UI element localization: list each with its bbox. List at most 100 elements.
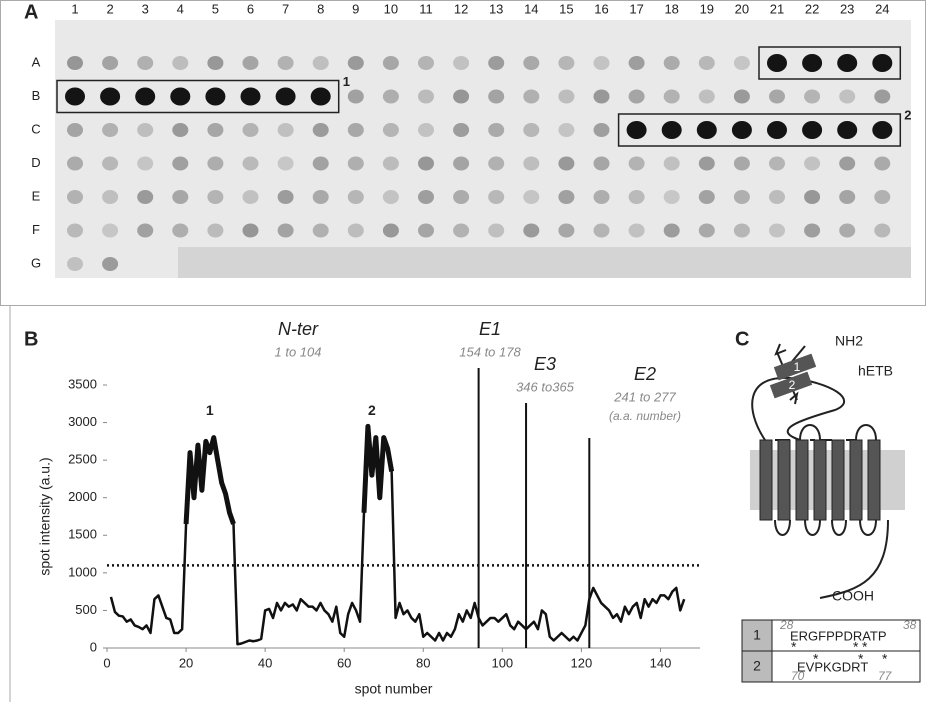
blot-spot	[488, 157, 504, 171]
blot-spot	[67, 190, 83, 204]
region-name: E2	[634, 364, 656, 384]
row-label: C	[31, 121, 40, 136]
blot-spot	[313, 190, 329, 204]
blot-spot	[418, 56, 434, 70]
cooh-label: COOH	[832, 588, 874, 604]
region-range: 1 to 104	[275, 344, 322, 359]
blot-spot	[170, 88, 190, 106]
blot-spot	[383, 157, 399, 171]
blot-spot	[243, 224, 259, 238]
start-residue: 70	[791, 669, 805, 683]
blot-spot	[734, 90, 750, 104]
blot-spot	[313, 123, 329, 137]
column-label: 24	[875, 1, 889, 16]
y-tick-label: 2000	[68, 489, 97, 504]
blot-spot	[874, 190, 890, 204]
column-label: 18	[664, 1, 678, 16]
blot-spot	[137, 157, 153, 171]
blot-spot	[67, 123, 83, 137]
blot-spot	[67, 224, 83, 238]
blot-spot	[383, 56, 399, 70]
blot-spot	[629, 224, 645, 238]
column-label: 15	[559, 1, 573, 16]
blot-spot	[172, 224, 188, 238]
blot-spot	[837, 54, 857, 72]
blot-spot	[769, 190, 785, 204]
blot-spot	[278, 56, 294, 70]
blot-spot	[383, 123, 399, 137]
blot-spot	[664, 190, 680, 204]
blot-spot	[488, 190, 504, 204]
blot-spot	[172, 56, 188, 70]
panel-label: C	[735, 328, 749, 350]
figure: A B C 1234567891011121314151617181920212…	[0, 0, 927, 702]
row-label: D	[31, 155, 40, 170]
blot-spot	[102, 190, 118, 204]
end-residue: 38	[903, 618, 917, 632]
row-label: G	[31, 255, 41, 270]
x-tick-label: 120	[571, 655, 593, 670]
column-label: 21	[770, 1, 784, 16]
blot-spot	[348, 157, 364, 171]
blot-spot	[769, 90, 785, 104]
panel-label: A	[24, 1, 38, 23]
peak-label: 1	[206, 402, 214, 418]
blot-spot	[664, 157, 680, 171]
blot-spot	[172, 190, 188, 204]
blot-spot	[383, 224, 399, 238]
blot-spot	[418, 224, 434, 238]
blot-spot	[874, 157, 890, 171]
blot-spot	[207, 123, 223, 137]
start-residue: 28	[779, 618, 794, 632]
blot-spot	[558, 123, 574, 137]
blot-spot	[418, 90, 434, 104]
column-label: 9	[352, 1, 359, 16]
segment-label: 1	[794, 360, 801, 374]
region-range: 346 to365	[516, 379, 575, 394]
x-tick-label: 60	[337, 655, 351, 670]
blot-spot	[241, 88, 261, 106]
blot-spot	[734, 157, 750, 171]
blot-spot	[523, 190, 539, 204]
row-label: E	[32, 188, 41, 203]
column-label: 7	[282, 1, 289, 16]
peak-label: 2	[368, 402, 376, 418]
y-tick-label: 3000	[68, 414, 97, 429]
column-label: 20	[735, 1, 749, 16]
blot-spot	[872, 121, 892, 139]
blot-spot	[839, 90, 855, 104]
blot-spot	[523, 157, 539, 171]
column-label: 8	[317, 1, 324, 16]
blot-spot	[558, 157, 574, 171]
membrane	[750, 450, 905, 510]
region-name: E3	[534, 354, 556, 374]
y-tick-label: 1000	[68, 564, 97, 579]
helices	[760, 440, 880, 520]
blot-spot	[135, 88, 155, 106]
blot-spot	[874, 224, 890, 238]
svg-text:*: *	[813, 651, 819, 667]
blot-spot	[418, 157, 434, 171]
blot-spot	[278, 123, 294, 137]
blot-spot	[137, 190, 153, 204]
blot-spot	[207, 190, 223, 204]
blot-spot	[767, 54, 787, 72]
region-range: 241 to 277	[613, 389, 676, 404]
blot-spot	[348, 224, 364, 238]
blot-spot	[594, 123, 610, 137]
svg-text:*: *	[791, 639, 797, 655]
blot-spot	[699, 90, 715, 104]
y-tick-label: 1500	[68, 527, 97, 542]
region-note: (a.a. number)	[609, 409, 681, 423]
blot-spot	[839, 224, 855, 238]
blot-spot	[523, 224, 539, 238]
region-name: E1	[479, 319, 501, 339]
blot-spot	[839, 157, 855, 171]
blot-spot	[629, 56, 645, 70]
blot-spot	[488, 123, 504, 137]
blot-spot	[629, 90, 645, 104]
blot-spot	[594, 56, 610, 70]
column-label: 6	[247, 1, 254, 16]
blot-spot	[313, 224, 329, 238]
panel-label: B	[24, 328, 38, 350]
